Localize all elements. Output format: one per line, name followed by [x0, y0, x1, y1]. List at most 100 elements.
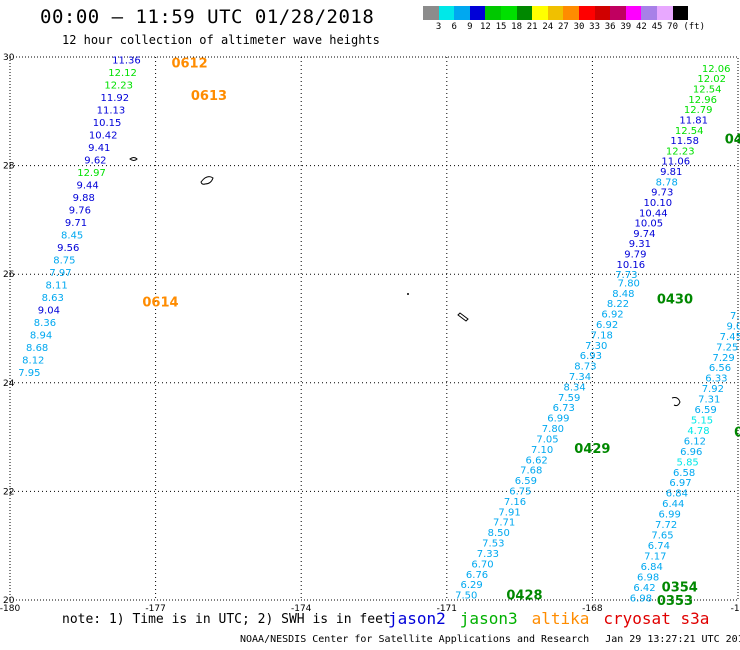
- wave-height-value: 7.34: [569, 372, 591, 383]
- color-scale-unit: (ft): [683, 22, 706, 32]
- wave-height-value: 9.74: [633, 229, 655, 240]
- color-scale-label: 3: [435, 22, 442, 32]
- wave-height-value: 6.70: [471, 559, 493, 570]
- color-scale-label: 18: [511, 22, 523, 32]
- color-scale-cell: [532, 6, 548, 20]
- wave-height-value: 11.58: [670, 136, 699, 147]
- wave-height-value: 11.81: [679, 115, 708, 126]
- color-scale-cell: [578, 6, 595, 20]
- color-scale-cell: [672, 6, 689, 20]
- wave-height-value: 9.0: [726, 321, 740, 332]
- wave-height-value: 7.25: [716, 342, 738, 353]
- pass-time-label: 0353: [657, 594, 693, 609]
- pass-time-label: 0429: [574, 442, 610, 457]
- color-scale-label: 42: [635, 22, 647, 32]
- wave-height-value: 12.96: [688, 95, 717, 106]
- wave-height-value: 7.59: [558, 393, 580, 404]
- wave-height-value: 12.23: [666, 146, 695, 157]
- island-outline: [129, 157, 138, 161]
- island-outline: [671, 397, 681, 407]
- wave-height-value: 6.58: [673, 468, 695, 479]
- color-scale-label: 9: [467, 22, 473, 32]
- satellite-tracks: 11.3612.1212.2311.9211.1310.1510.429.419…: [18, 56, 740, 605]
- wave-height-value: 9.62: [84, 156, 106, 167]
- wave-height-value: 7.80: [542, 424, 564, 435]
- wave-height-value: 6.84: [666, 489, 688, 500]
- wave-height-value: 8.75: [53, 256, 75, 267]
- island-outline: [200, 176, 214, 185]
- wave-height-value: 7.65: [651, 531, 673, 542]
- wave-height-value: 8.36: [34, 318, 56, 329]
- wave-height-value: 8.34: [563, 382, 585, 393]
- wave-height-value: 7.95: [18, 368, 40, 379]
- wave-height-value: 9.73: [651, 188, 673, 199]
- wave-height-value: 8.68: [26, 343, 48, 354]
- wave-height-value: 5.15: [691, 416, 713, 427]
- wave-height-value: 7.80: [618, 278, 640, 289]
- pass-time-label: 0614: [142, 295, 178, 310]
- wave-height-value: 12.02: [697, 74, 726, 85]
- map-title: 00:00 – 11:59 UTC 01/28/2018: [40, 6, 375, 28]
- wave-height-value: 6.74: [648, 541, 670, 552]
- wave-height-value: 8.12: [22, 355, 44, 366]
- wave-height-value: 7.71: [493, 518, 515, 529]
- color-scale-label: 36: [604, 22, 616, 32]
- wave-height-value: 6.92: [601, 310, 623, 321]
- wave-height-value: 6.98: [630, 593, 652, 604]
- color-scale-cell: [454, 6, 470, 20]
- wave-height-value: 7.17: [644, 551, 666, 562]
- y-tick-label: 22: [3, 487, 14, 497]
- footnote: note: 1) Time is in UTC; 2) SWH is in fe…: [62, 612, 391, 627]
- pass-time-label: 0613: [191, 89, 227, 104]
- color-scale-cell: [500, 6, 517, 20]
- map-frame: [9, 56, 739, 601]
- wave-height-value: 7.72: [655, 520, 677, 531]
- wave-height-value: 6.98: [637, 572, 659, 583]
- wave-height-value: 6.59: [515, 476, 537, 487]
- legend-jason3: jason3: [459, 609, 518, 628]
- axis-tick-labels: -180 -177 -174 -171 -168 -16 30 28 26 24 22 20: [0, 53, 740, 614]
- color-scale-label: 24: [542, 22, 554, 32]
- wave-height-value: 7.05: [536, 434, 558, 445]
- color-scale-cell: [656, 6, 673, 20]
- wave-height-value: 11.06: [661, 157, 690, 168]
- color-scale-label: 21: [526, 22, 538, 32]
- wave-height-value: 12.54: [693, 84, 722, 95]
- generated-timestamp: Jan 29 13:27:21 UTC 2018: [605, 634, 740, 645]
- wave-height-value: 4.78: [687, 426, 709, 437]
- island-outline: [407, 293, 409, 295]
- pass-time-label: 0428: [506, 589, 542, 604]
- color-scale-cell: [563, 6, 579, 20]
- wave-height-value: 10.42: [89, 131, 118, 142]
- wave-height-value: 6.84: [641, 562, 663, 573]
- color-scale-label: 12: [479, 22, 491, 32]
- color-scale-label: 45: [651, 22, 663, 32]
- color-scale-cell: [547, 6, 564, 20]
- wave-height-value: 7.97: [49, 268, 71, 279]
- wave-height-value: 12.23: [104, 81, 133, 92]
- pass-time-label: 0431: [725, 132, 740, 147]
- wave-height-value: 7.0: [730, 311, 740, 322]
- wave-height-value: 12.79: [684, 105, 713, 116]
- pass-time-label: 035: [734, 426, 740, 441]
- wave-height-value: 9.41: [88, 143, 110, 154]
- wave-height-value: 9.04: [38, 305, 60, 316]
- wave-height-value: 6.76: [466, 570, 488, 581]
- wave-height-value: 6.75: [509, 486, 531, 497]
- wave-height-value: 12.12: [108, 68, 137, 79]
- credit-text: NOAA/NESDIS Center for Satellite Applica…: [240, 634, 590, 645]
- wave-height-value: 11.92: [101, 93, 130, 104]
- wave-height-value: 6.62: [526, 455, 548, 466]
- wave-height-value: 12.54: [675, 126, 704, 137]
- color-scale-cell: [641, 6, 657, 20]
- y-tick-label: 26: [3, 270, 15, 280]
- wave-height-value: 6.12: [684, 436, 706, 447]
- wave-height-value: 9.31: [629, 239, 651, 250]
- legend-jason2: jason2: [388, 609, 446, 628]
- x-tick-label: -177: [145, 604, 165, 614]
- x-tick-label: -16: [731, 604, 740, 614]
- wave-height-value: 12.97: [77, 168, 106, 179]
- wave-height-value: 7.18: [591, 330, 613, 341]
- credit-footer: NOAA/NESDIS Center for Satellite Applica…: [240, 634, 740, 645]
